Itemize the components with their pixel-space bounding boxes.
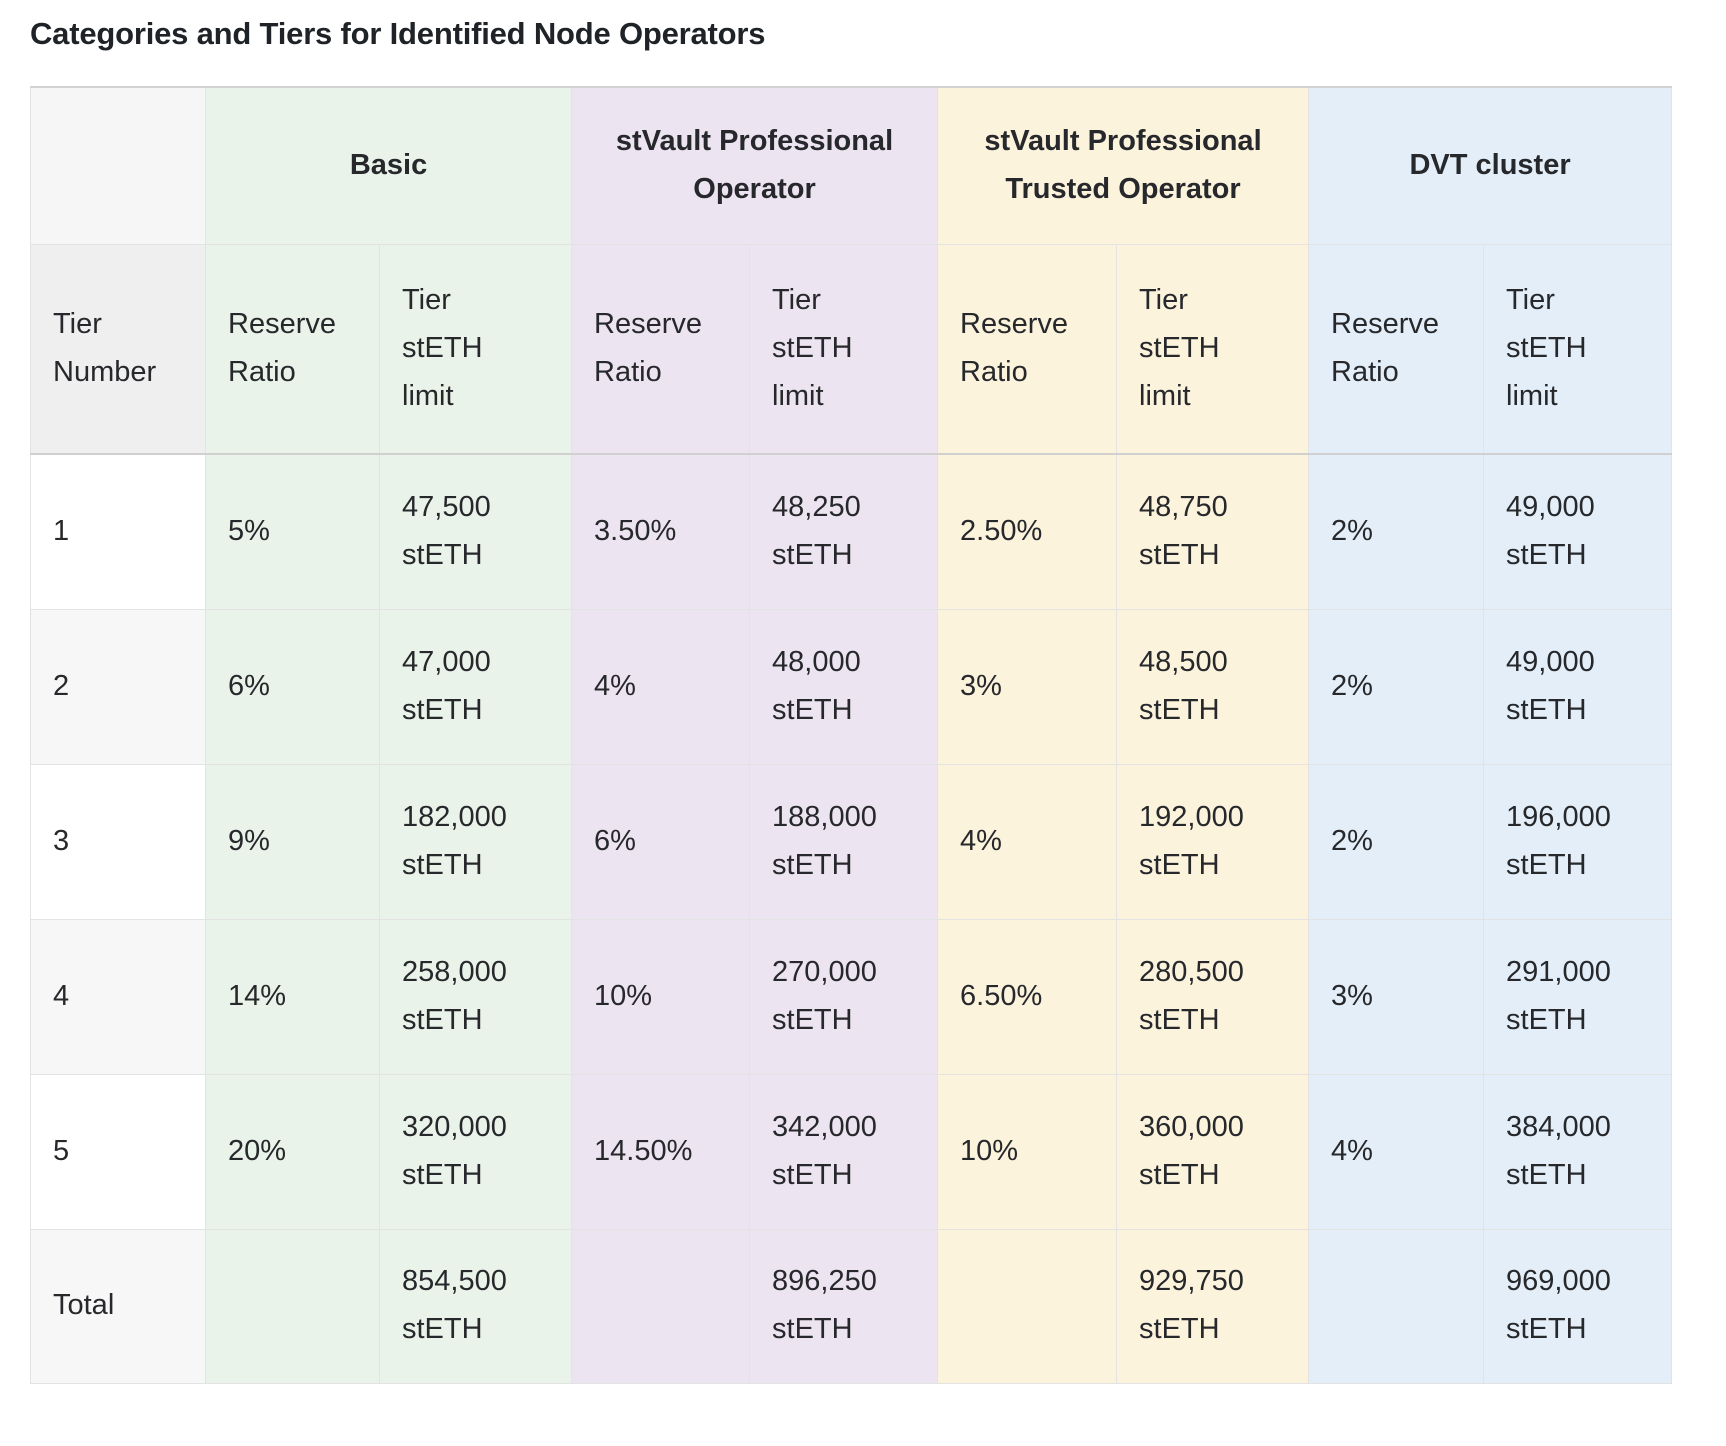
tier-limit-cell: 280,500 stETH: [1116, 918, 1310, 1075]
tier-limit-cell: 49,000 stETH: [1483, 453, 1673, 610]
table-row: 4 14% 258,000 stETH 10% 270,000 stETH 6.…: [30, 918, 1673, 1075]
reserve-ratio-cell: 2%: [1308, 608, 1485, 765]
tier-limit-cell: 192,000 stETH: [1116, 763, 1310, 920]
group-header-stvault-professional-trusted-operator: stVault Professional Trusted Operator: [937, 86, 1310, 245]
tier-limit-cell: 342,000 stETH: [749, 1073, 939, 1230]
tier-limit-cell: 182,000 stETH: [378, 763, 573, 920]
empty-reserve-cell: [571, 1228, 751, 1384]
tier-limit-cell: 291,000 stETH: [1483, 918, 1673, 1075]
tier-limit-cell: 360,000 stETH: [1116, 1073, 1310, 1230]
table-row: 3 9% 182,000 stETH 6% 188,000 stETH 4% 1…: [30, 763, 1673, 920]
tier-limit-header: Tier stETH limit: [1116, 243, 1310, 456]
reserve-ratio-cell: 10%: [571, 918, 751, 1075]
tier-limit-cell: 47,000 stETH: [378, 608, 573, 765]
tier-limit-cell: 384,000 stETH: [1483, 1073, 1673, 1230]
reserve-ratio-cell: 20%: [205, 1073, 380, 1230]
tier-number-cell: 1: [30, 453, 206, 610]
reserve-ratio-cell: 2.50%: [937, 453, 1118, 610]
tier-number-cell: 3: [30, 763, 206, 920]
total-limit-cell: 969,000 stETH: [1483, 1228, 1673, 1384]
reserve-ratio-cell: 4%: [937, 763, 1118, 920]
total-limit-cell: 854,500 stETH: [378, 1228, 573, 1384]
reserve-ratio-cell: 3%: [937, 608, 1118, 765]
reserve-ratio-header: Reserve Ratio: [205, 243, 380, 456]
tier-limit-cell: 48,500 stETH: [1116, 608, 1310, 765]
corner-cell: [30, 86, 206, 245]
empty-reserve-cell: [1308, 1228, 1485, 1384]
total-limit-cell: 896,250 stETH: [749, 1228, 939, 1384]
empty-reserve-cell: [205, 1228, 380, 1384]
reserve-ratio-cell: 10%: [937, 1073, 1118, 1230]
total-limit-cell: 929,750 stETH: [1116, 1228, 1310, 1384]
reserve-ratio-header: Reserve Ratio: [937, 243, 1118, 456]
tier-number-cell: 2: [30, 608, 206, 765]
tier-limit-cell: 320,000 stETH: [378, 1073, 573, 1230]
reserve-ratio-cell: 14%: [205, 918, 380, 1075]
reserve-ratio-cell: 4%: [571, 608, 751, 765]
reserve-ratio-header: Reserve Ratio: [1308, 243, 1485, 456]
sub-header-row: Tier Number Reserve Ratio Tier stETH lim…: [30, 243, 1673, 456]
reserve-ratio-cell: 6%: [205, 608, 380, 765]
tier-number-cell: 5: [30, 1073, 206, 1230]
group-header-row: Basic stVault Professional Operator stVa…: [30, 86, 1673, 245]
tier-limit-cell: 48,750 stETH: [1116, 453, 1310, 610]
tier-number-header: Tier Number: [30, 243, 206, 456]
tier-limit-cell: 188,000 stETH: [749, 763, 939, 920]
group-header-stvault-professional-operator: stVault Professional Operator: [571, 86, 939, 245]
reserve-ratio-cell: 6.50%: [937, 918, 1118, 1075]
tier-limit-cell: 270,000 stETH: [749, 918, 939, 1075]
tier-limit-header: Tier stETH limit: [1483, 243, 1673, 456]
tier-limit-cell: 49,000 stETH: [1483, 608, 1673, 765]
tier-number-cell: 4: [30, 918, 206, 1075]
group-header-dvt-cluster: DVT cluster: [1308, 86, 1673, 245]
reserve-ratio-cell: 2%: [1308, 453, 1485, 610]
reserve-ratio-cell: 4%: [1308, 1073, 1485, 1230]
table-row: 2 6% 47,000 stETH 4% 48,000 stETH 3% 48,…: [30, 608, 1673, 765]
tier-limit-header: Tier stETH limit: [378, 243, 573, 456]
reserve-ratio-cell: 3.50%: [571, 453, 751, 610]
reserve-ratio-cell: 9%: [205, 763, 380, 920]
empty-reserve-cell: [937, 1228, 1118, 1384]
tiers-table: Basic stVault Professional Operator stVa…: [30, 86, 1673, 1384]
reserve-ratio-header: Reserve Ratio: [571, 243, 751, 456]
tier-limit-cell: 48,000 stETH: [749, 608, 939, 765]
tier-limit-cell: 48,250 stETH: [749, 453, 939, 610]
group-header-basic: Basic: [204, 86, 573, 245]
table-row: 5 20% 320,000 stETH 14.50% 342,000 stETH…: [30, 1073, 1673, 1230]
tier-limit-header: Tier stETH limit: [749, 243, 939, 456]
tier-limit-cell: 47,500 stETH: [378, 453, 573, 610]
page-title: Categories and Tiers for Identified Node…: [30, 16, 766, 51]
total-label-cell: Total: [30, 1228, 206, 1384]
reserve-ratio-cell: 5%: [205, 453, 380, 610]
reserve-ratio-cell: 3%: [1308, 918, 1485, 1075]
tier-limit-cell: 258,000 stETH: [378, 918, 573, 1075]
total-row: Total 854,500 stETH 896,250 stETH 929,75…: [30, 1228, 1673, 1384]
reserve-ratio-cell: 6%: [571, 763, 751, 920]
tier-limit-cell: 196,000 stETH: [1483, 763, 1673, 920]
reserve-ratio-cell: 2%: [1308, 763, 1485, 920]
reserve-ratio-cell: 14.50%: [571, 1073, 751, 1230]
table-row: 1 5% 47,500 stETH 3.50% 48,250 stETH 2.5…: [30, 453, 1673, 610]
